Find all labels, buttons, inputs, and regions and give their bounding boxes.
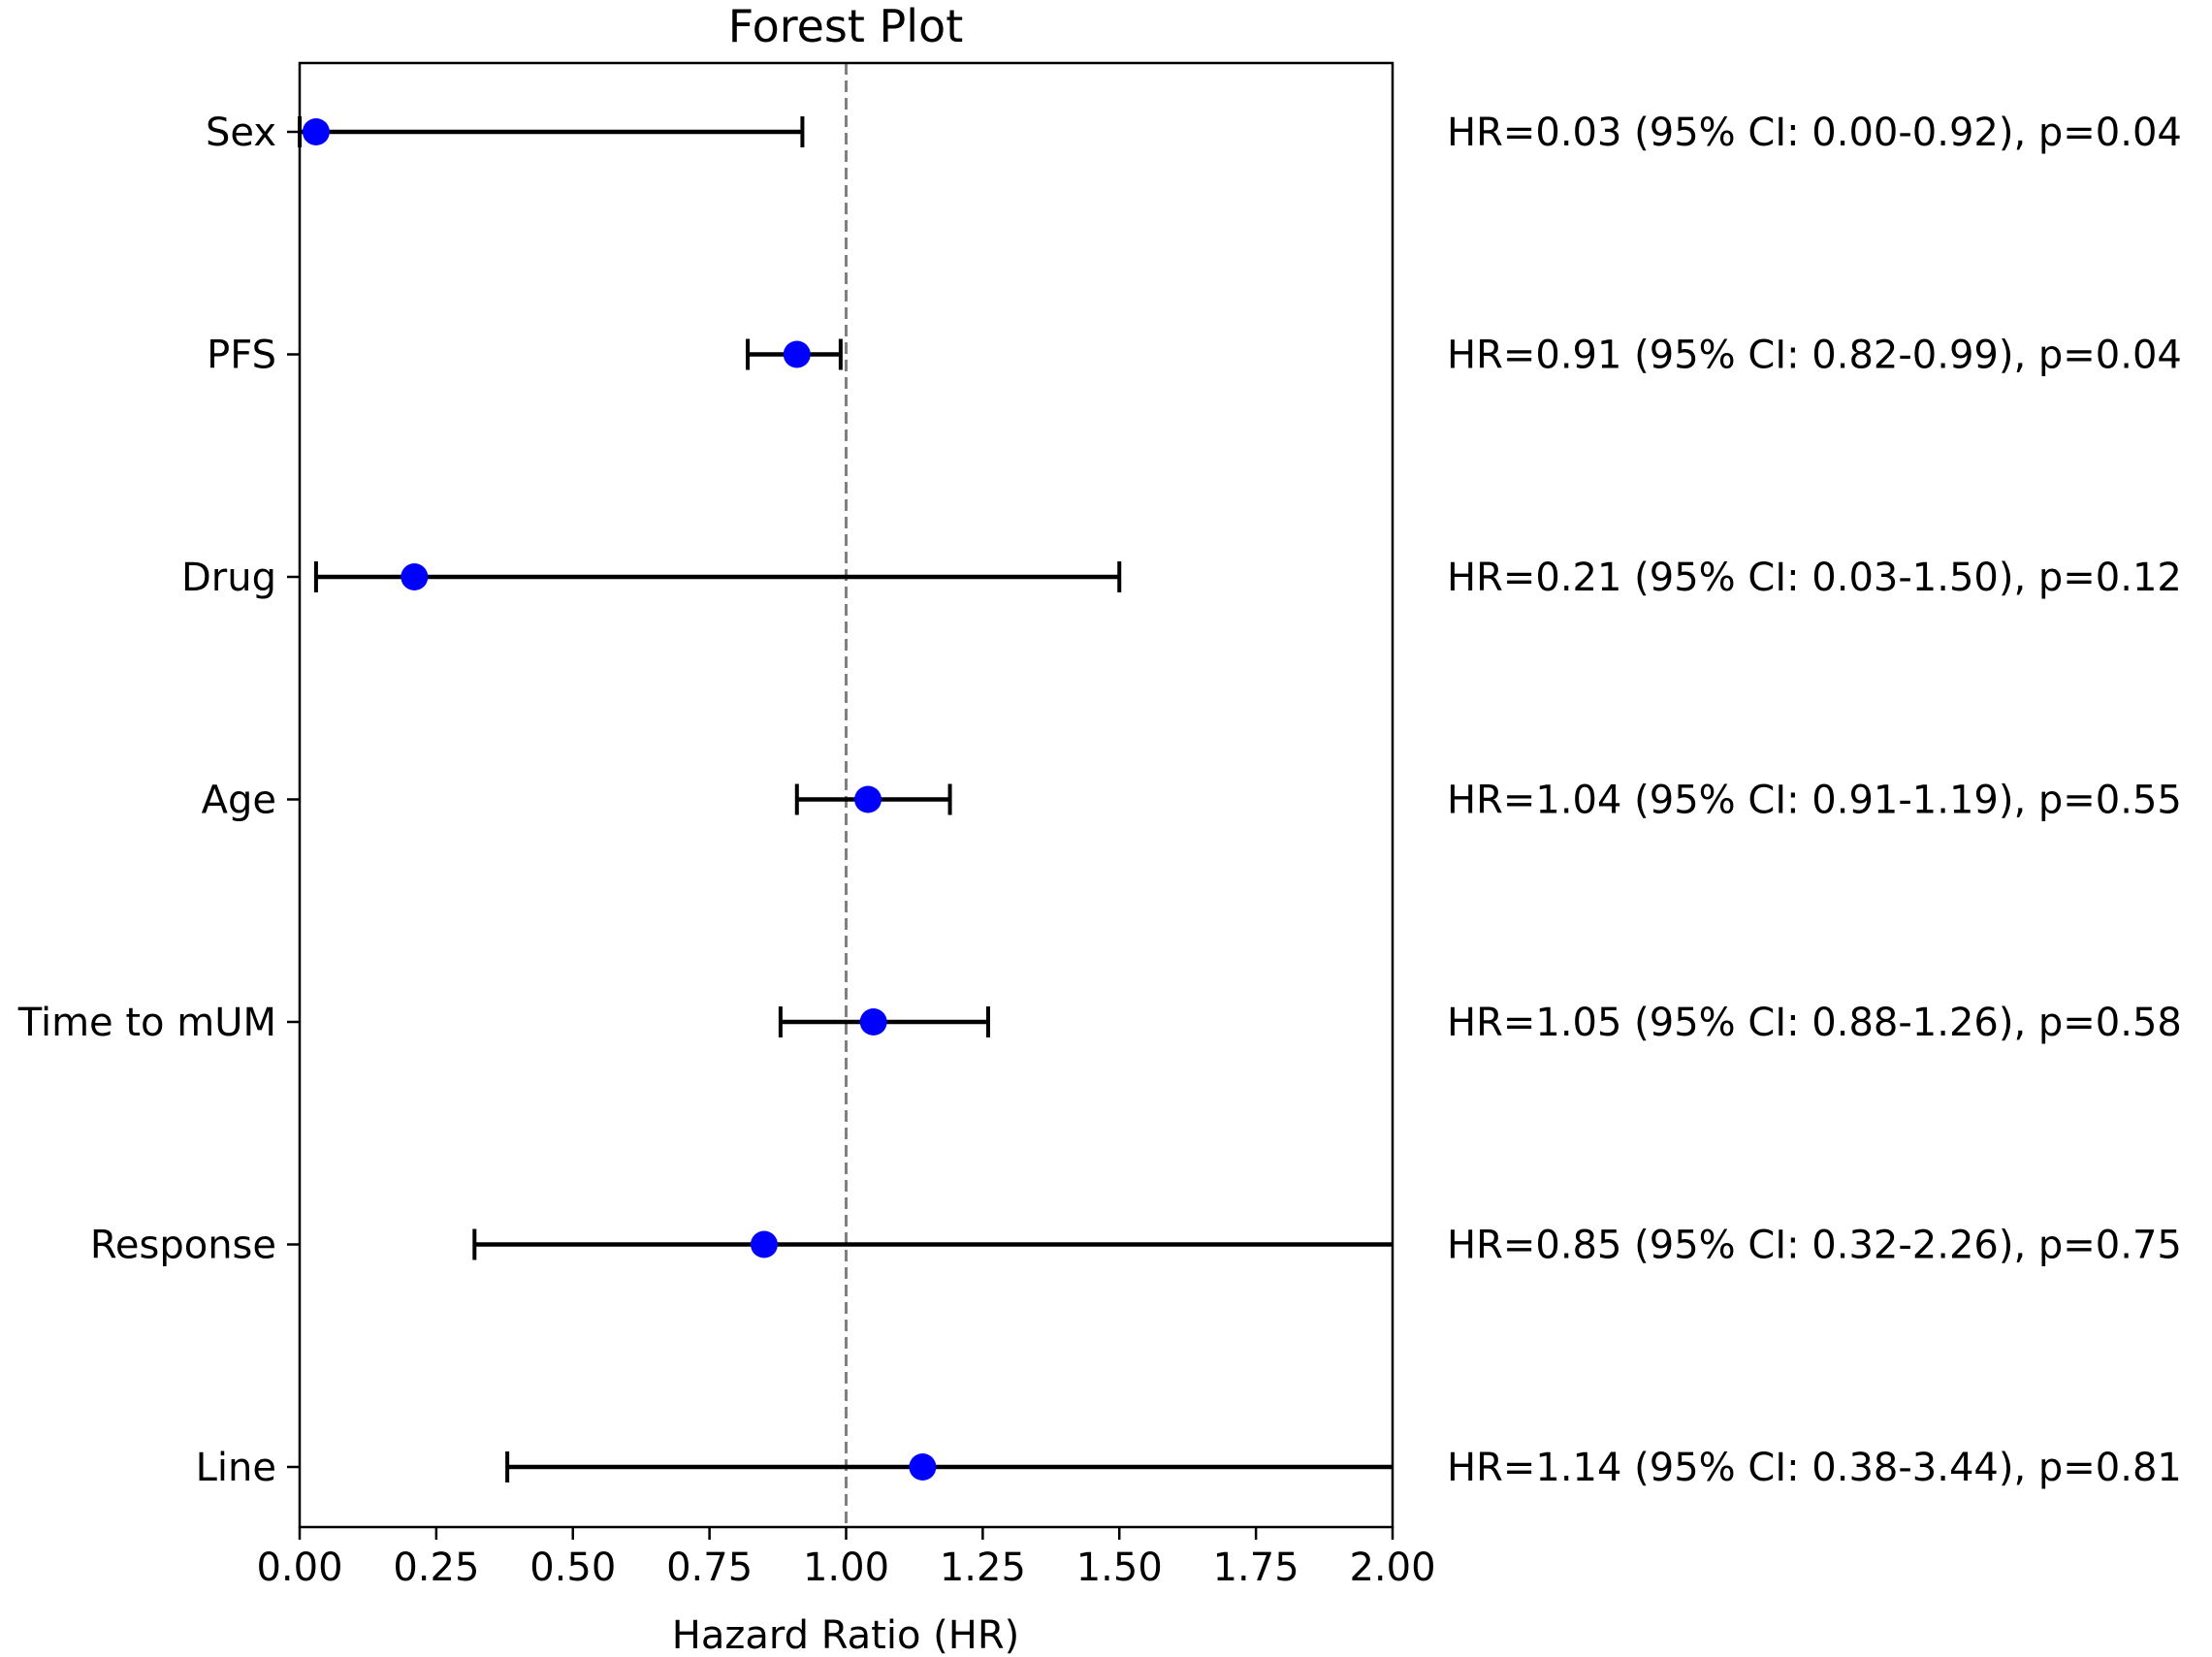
hr-point-1 — [783, 340, 811, 368]
hr-point-0 — [302, 118, 330, 145]
x-axis-label: Hazard Ratio (HR) — [672, 1613, 1019, 1657]
hr-point-6 — [909, 1453, 937, 1481]
y-tick-label-5: Response — [90, 1224, 276, 1268]
hr-point-5 — [750, 1230, 778, 1259]
row-annotation-1: HR=0.91 (95% CI: 0.82-0.99), p=0.04 — [1447, 334, 2182, 378]
x-tick-label-8: 2.00 — [1349, 1545, 1435, 1590]
x-tick-label-2: 0.50 — [529, 1545, 616, 1590]
row-annotation-4: HR=1.05 (95% CI: 0.88-1.26), p=0.58 — [1447, 1001, 2182, 1045]
x-axis: 0.00 0.25 0.50 0.75 1.00 1.25 1.50 1.75 2.00 — [256, 1527, 1436, 1590]
y-tick-label-6: Line — [196, 1446, 276, 1490]
y-tick-label-0: Sex — [206, 111, 276, 155]
y-tick-label-2: Drug — [181, 556, 276, 600]
x-tick-label-4: 1.00 — [803, 1545, 889, 1590]
row-annotation-5: HR=0.85 (95% CI: 0.32-2.26), p=0.75 — [1447, 1224, 2182, 1268]
y-axis: Sex PFS Drug Age Time to mUM Response Line — [17, 111, 300, 1490]
chart-title: Forest Plot — [728, 0, 964, 52]
row-annotation-0: HR=0.03 (95% CI: 0.00-0.92), p=0.04 — [1447, 111, 2182, 155]
x-tick-label-0: 0.00 — [256, 1545, 342, 1590]
x-tick-label-1: 0.25 — [393, 1545, 479, 1590]
plot-area — [298, 63, 1393, 1527]
hr-point-4 — [859, 1008, 887, 1036]
hr-point-2 — [401, 563, 429, 590]
row-annotation-2: HR=0.21 (95% CI: 0.03-1.50), p=0.12 — [1447, 556, 2182, 600]
x-tick-label-7: 1.75 — [1213, 1545, 1299, 1590]
x-tick-label-6: 1.50 — [1076, 1545, 1163, 1590]
y-tick-label-1: PFS — [207, 334, 276, 378]
annotations: HR=0.03 (95% CI: 0.00-0.92), p=0.04 HR=0.… — [1447, 111, 2182, 1490]
y-tick-label-3: Age — [202, 779, 276, 823]
x-tick-label-3: 0.75 — [666, 1545, 753, 1590]
x-tick-label-5: 1.25 — [940, 1545, 1026, 1590]
row-annotation-3: HR=1.04 (95% CI: 0.91-1.19), p=0.55 — [1447, 779, 2182, 823]
hr-point-3 — [854, 785, 882, 813]
row-annotation-6: HR=1.14 (95% CI: 0.38-3.44), p=0.81 — [1447, 1446, 2182, 1490]
y-tick-label-4: Time to mUM — [17, 1001, 276, 1045]
